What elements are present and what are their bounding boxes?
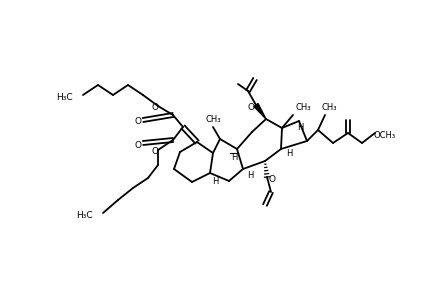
Text: O: O [248,103,255,111]
Text: O: O [152,148,158,156]
Text: CH₃: CH₃ [205,115,221,123]
Text: H: H [231,154,237,162]
Text: CH₃: CH₃ [321,103,337,113]
Text: OCH₃: OCH₃ [374,131,396,139]
Text: O: O [269,174,275,184]
Text: H₃C: H₃C [56,93,73,101]
Text: H: H [297,123,303,131]
Text: CH₃: CH₃ [295,103,311,113]
Text: H: H [286,150,292,158]
Text: O: O [134,141,141,150]
Text: H₃C: H₃C [76,211,93,219]
Text: H: H [212,178,218,186]
Text: O: O [152,103,158,113]
Text: H: H [247,172,253,180]
Text: O: O [134,117,141,127]
Polygon shape [254,103,266,119]
